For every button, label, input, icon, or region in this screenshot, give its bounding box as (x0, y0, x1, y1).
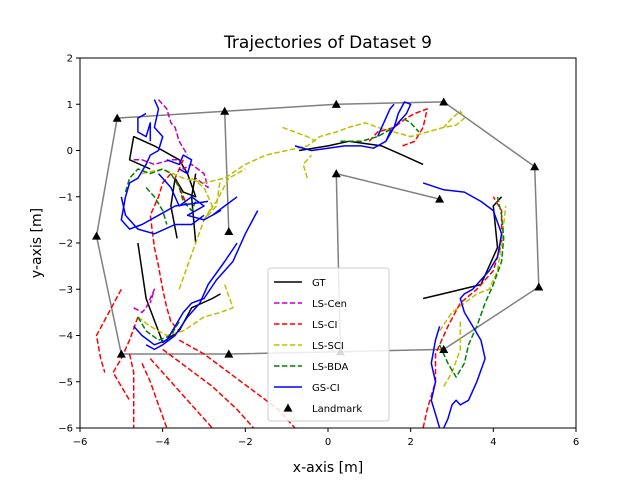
x-tick-label: 2 (407, 437, 413, 448)
series-line-ls-sci (302, 154, 313, 179)
landmark-connections (95, 101, 540, 355)
landmark-marker (92, 231, 102, 240)
y-tick-label: 2 (67, 54, 73, 65)
landmark-marker (439, 97, 449, 106)
series-line-ls-bda (124, 168, 197, 212)
x-tick-label: 4 (490, 437, 496, 448)
series-line-ls-ci (141, 362, 168, 428)
series-line-ls-ci (422, 196, 503, 428)
series-line-ls-ci (368, 108, 428, 147)
legend: GT LS-Cen LS-CI LS-SCI LS-BDA GS-CI Landmark (267, 267, 390, 422)
legend-label: LS-BDA (312, 362, 349, 373)
series-line-ls-bda (438, 196, 505, 378)
x-tick-label: 6 (573, 437, 579, 448)
series-line-ls-bda (145, 187, 168, 225)
legend-item-gs-ci: GS-CI (274, 383, 340, 394)
legend-swatch (283, 403, 293, 412)
y-tick-label: 1 (67, 100, 73, 111)
series-line-gt (422, 196, 503, 300)
y-tick-label: 0 (67, 146, 73, 157)
legend-items: GT LS-Cen LS-CI LS-SCI LS-BDA GS-CI Landmark (274, 278, 362, 415)
landmark-marker (439, 344, 449, 353)
legend-label: GS-CI (312, 383, 340, 394)
landmark-marker (220, 106, 230, 115)
series-line-gs-ci (120, 99, 209, 230)
series-line-gs-ci (133, 210, 259, 346)
y-tick-label: −4 (58, 331, 73, 342)
landmark-marker (224, 349, 234, 358)
y-tick-label: −1 (58, 192, 73, 203)
series-line-ls-sci (178, 178, 222, 290)
series-line-ls-ci (128, 353, 135, 428)
legend-label: LS-CI (312, 320, 337, 331)
x-tick-label: −6 (73, 437, 88, 448)
legend-item-gt: GT (274, 278, 326, 289)
y-axis-label: y-axis [m] (29, 208, 45, 278)
series-lines (95, 99, 507, 428)
series-line-gs-ci (145, 242, 238, 351)
legend-label: LS-Cen (312, 299, 347, 310)
series-line-gs-ci (294, 101, 412, 152)
landmark-connection-line (95, 101, 540, 355)
y-tick-label: −2 (58, 239, 73, 250)
series-line-gs-ci (422, 182, 503, 428)
series-line-ls-cen (133, 288, 156, 314)
series-line-ls-ci (162, 348, 255, 428)
axis-ticks: −6 −4 −2 0 2 4 6 −6 −5 −4 −3 −2 −1 0 1 2 (58, 54, 579, 449)
landmark-connection-line (336, 172, 440, 200)
series-line-ls-sci (438, 205, 507, 332)
landmark-marker (331, 169, 341, 178)
series-line-ls-sci (137, 284, 234, 337)
landmark-marker (534, 282, 544, 291)
series-line-ls-sci (443, 321, 462, 387)
legend-label: LS-SCI (312, 341, 344, 352)
series-line-ls-ci (178, 339, 296, 428)
x-tick-label: −4 (155, 437, 170, 448)
landmark-marker (116, 349, 126, 358)
series-line-gs-ci (120, 196, 205, 235)
landmark-connection-line (223, 111, 230, 232)
series-line-gs-ci (376, 103, 395, 137)
x-axis-label: x-axis [m] (293, 460, 363, 476)
series-line-gs-ci (157, 173, 238, 221)
landmark-marker (224, 226, 234, 236)
landmark-marker (530, 162, 540, 171)
series-line-ls-bda (340, 117, 420, 143)
series-line-ls-sci (282, 126, 316, 142)
y-tick-label: −3 (58, 285, 73, 296)
legend-box (267, 267, 390, 422)
legend-item-ls-sci: LS-SCI (274, 341, 344, 352)
legend-item-ls-cen: LS-Cen (274, 299, 347, 310)
series-line-ls-sci (141, 110, 466, 184)
legend-item-ls-bda: LS-BDA (274, 362, 349, 373)
series-line-ls-ci (149, 358, 213, 428)
y-tick-label: −5 (58, 377, 73, 388)
legend-item-ls-ci: LS-CI (274, 320, 337, 331)
series-line-ls-ci (149, 173, 180, 332)
y-tick-label: −6 (58, 424, 73, 435)
legend-label: GT (312, 278, 326, 289)
series-line-gs-ci (137, 112, 152, 142)
landmark-marker (112, 113, 122, 122)
series-gs-ci (120, 99, 503, 428)
legend-label: Landmark (312, 404, 362, 415)
series-line-gs-ci (166, 154, 193, 175)
landmark-marker (331, 99, 341, 108)
series-line-ls-ci (95, 288, 122, 373)
landmark-marker (435, 194, 445, 203)
x-tick-label: −2 (238, 437, 253, 448)
x-tick-label: 0 (325, 437, 331, 448)
series-line-ls-bda (137, 316, 180, 341)
legend-item-landmark: Landmark (283, 403, 362, 415)
series-line-gs-ci (430, 326, 441, 428)
plot-area (92, 97, 544, 428)
series-line-ls-cen (157, 99, 189, 156)
series-line-gt (298, 140, 424, 166)
chart-title: Trajectories of Dataset 9 (223, 33, 432, 53)
series-line-ls-ci (112, 316, 139, 401)
